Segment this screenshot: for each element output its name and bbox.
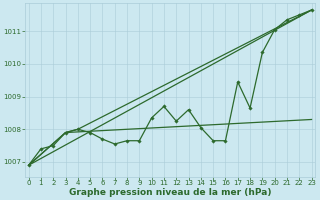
- X-axis label: Graphe pression niveau de la mer (hPa): Graphe pression niveau de la mer (hPa): [69, 188, 271, 197]
